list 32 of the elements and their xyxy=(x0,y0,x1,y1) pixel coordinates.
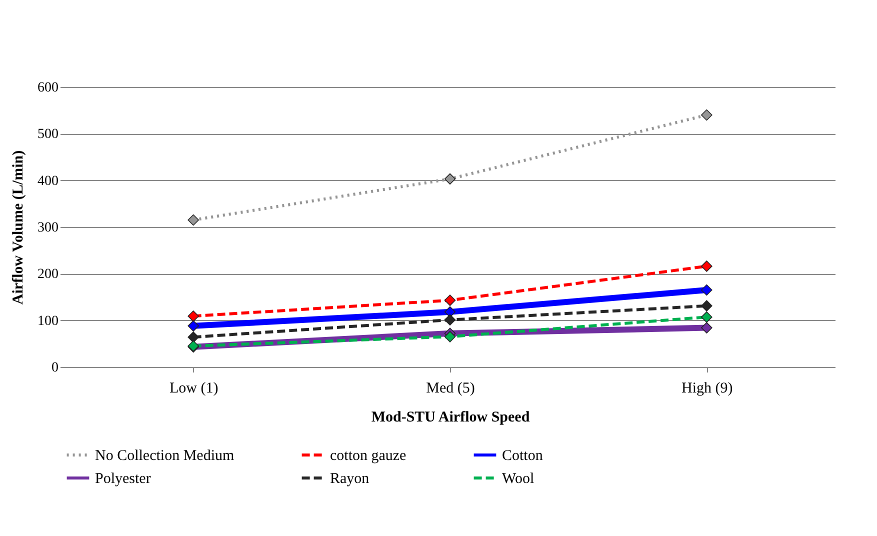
point xyxy=(701,109,712,121)
point xyxy=(188,331,199,343)
point xyxy=(444,173,456,185)
point xyxy=(701,260,712,272)
x-tick-label: Low (1) xyxy=(169,380,218,396)
point xyxy=(188,320,199,332)
point xyxy=(444,314,456,326)
point xyxy=(701,311,712,323)
x-tick-label: High (9) xyxy=(682,380,733,396)
y-axis-title: Airflow Volume (L/min) xyxy=(10,150,26,305)
y-tick-label: 300 xyxy=(38,220,58,236)
legend-label: Rayon xyxy=(330,471,370,487)
point xyxy=(444,331,456,342)
x-axis-title: Mod-STU Airflow Speed xyxy=(371,410,530,426)
point xyxy=(701,300,712,312)
y-tick-label: 600 xyxy=(38,80,58,96)
y-tick-label: 200 xyxy=(38,267,58,282)
point xyxy=(701,284,712,296)
legend-label: Cotton xyxy=(502,448,544,464)
point xyxy=(188,310,199,322)
legend-label: Wool xyxy=(502,471,534,487)
point xyxy=(444,294,456,306)
y-tick-label: 400 xyxy=(38,174,58,189)
y-tick-label: 500 xyxy=(38,127,58,142)
y-tick-label: 100 xyxy=(38,314,58,329)
point xyxy=(701,322,712,334)
legend-label: cotton gauze xyxy=(330,448,407,464)
legend-label: Polyester xyxy=(95,471,151,487)
x-tick-label: Med (5) xyxy=(426,380,475,396)
y-tick-label: 0 xyxy=(52,360,58,376)
legend-label: No Collection Medium xyxy=(95,448,234,464)
point xyxy=(188,214,199,226)
